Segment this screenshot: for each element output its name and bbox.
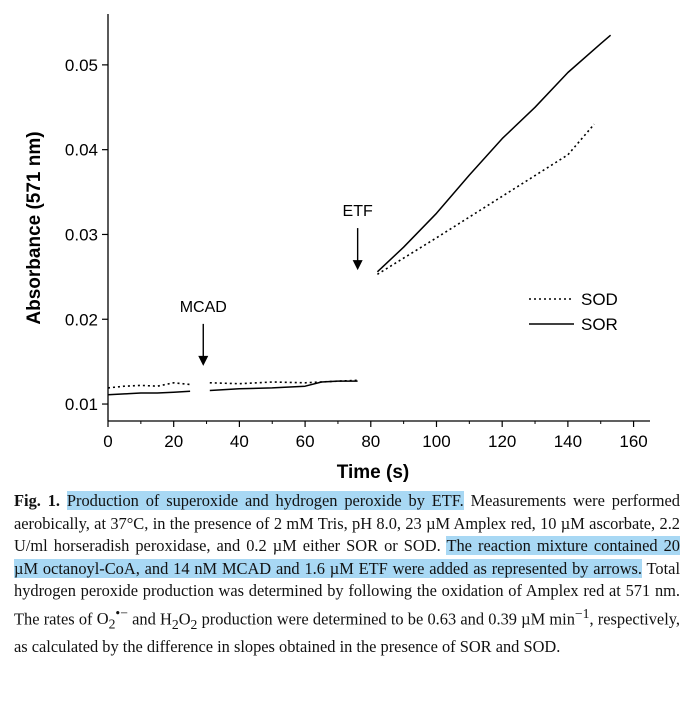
x-tick-label: 100 xyxy=(422,432,450,451)
h2o2-sub-2: 2 xyxy=(190,616,198,632)
y-axis-label: Absorbance (571 nm) xyxy=(24,131,45,324)
y-tick-label: 0.04 xyxy=(65,141,98,160)
series-sor-line xyxy=(107,390,191,396)
x-tick-label: 140 xyxy=(554,432,582,451)
plot-area: 0 20 40 60 80 100 120 140 160 0.01 0.02 0.03 0.04 0.0… xyxy=(65,14,650,451)
series-sod-line xyxy=(107,381,191,389)
x-axis-label: Time (s) xyxy=(337,462,410,483)
x-tick-label: 40 xyxy=(230,432,249,451)
mcad-annotation-label: MCAD xyxy=(180,299,227,316)
x-tick-label: 120 xyxy=(488,432,516,451)
x-tick-label: 160 xyxy=(619,432,647,451)
h2o2-o: O xyxy=(178,608,191,628)
caption-text-5: , respectively, as calculated by the dif… xyxy=(14,608,680,656)
caption-text-1: Measurements were performed aerobically,… xyxy=(14,491,681,555)
etf-arrow-head xyxy=(352,260,363,271)
caption-label: Fig. 1. xyxy=(14,491,61,510)
y-tick-label: 0.03 xyxy=(65,225,98,244)
mcad-arrow-head xyxy=(198,355,209,366)
x-tick-label: 0 xyxy=(103,432,112,451)
absorbance-chart: 0 20 40 60 80 100 120 140 160 0.01 0.02 0.03 0.04 0.0… xyxy=(24,14,650,483)
h2o2-sub-1: 2 xyxy=(171,616,179,632)
y-tick-label: 0.01 xyxy=(65,395,98,414)
caption-highlight-title: Production of superoxide and hydrogen pe… xyxy=(66,491,464,510)
y-tick-label: 0.05 xyxy=(65,56,98,75)
superoxide-symbol: O2•− xyxy=(96,605,128,632)
series-sor-line xyxy=(376,34,612,273)
series-sod-line xyxy=(376,123,595,275)
caption-text-3: and H xyxy=(127,608,172,628)
x-tick-label: 20 xyxy=(164,432,183,451)
etf-annotation-label: ETF xyxy=(343,203,373,220)
caption-text-2: Total hydrogen peroxide production was d… xyxy=(14,558,680,628)
caption-text-4: production were determined to be 0.63 an… xyxy=(197,608,575,628)
x-tick-label: 60 xyxy=(296,432,315,451)
legend-sor-label: SOR xyxy=(581,315,618,334)
y-tick-label: 0.02 xyxy=(65,310,98,329)
figure-caption: Fig. 1. Production of superoxide and hyd… xyxy=(14,490,680,658)
x-tick-label: 80 xyxy=(361,432,380,451)
legend-sod-label: SOD xyxy=(581,290,618,309)
series-sor-line xyxy=(209,380,358,392)
min-exponent: −1 xyxy=(574,605,590,621)
